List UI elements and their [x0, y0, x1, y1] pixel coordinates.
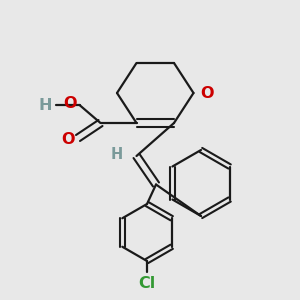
- Text: Cl: Cl: [138, 276, 156, 291]
- Text: H: H: [39, 98, 52, 112]
- Text: O: O: [63, 96, 76, 111]
- Text: O: O: [61, 132, 75, 147]
- Text: H: H: [111, 147, 123, 162]
- Text: O: O: [200, 85, 214, 100]
